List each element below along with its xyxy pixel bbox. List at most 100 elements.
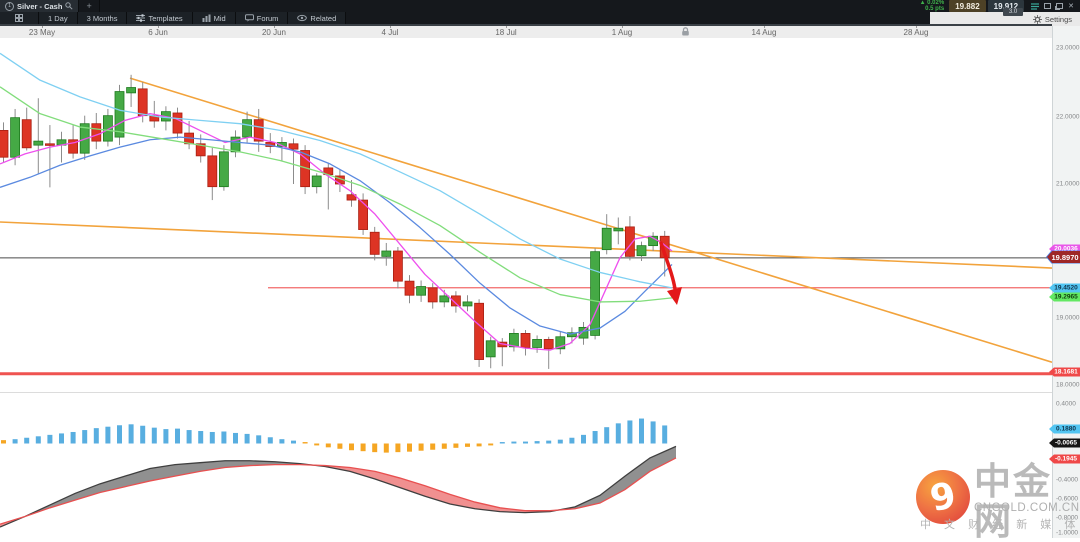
price-tag-181681: 18.1681 <box>1049 367 1080 377</box>
close-icon[interactable]: ✕ <box>1068 2 1074 10</box>
histogram-bar <box>279 439 285 444</box>
gear-icon <box>1033 14 1042 24</box>
price-axis-label: 18.0000 <box>1056 381 1080 389</box>
toolbar-button-forum[interactable]: Forum <box>235 12 289 24</box>
histogram-bar <box>291 440 296 444</box>
change-percent: ▲ 0.02% <box>919 0 945 6</box>
histogram-bar <box>546 440 552 444</box>
histogram-bar <box>569 437 575 444</box>
titlebar-spacer <box>100 0 920 12</box>
descending-trendline-shallow[interactable] <box>0 221 1052 269</box>
toolbar-button-3-months[interactable]: 3 Months <box>77 12 128 24</box>
speech-icon <box>244 14 254 22</box>
price-axis-label: 0.4000 <box>1056 400 1076 408</box>
spread-value: 3.0 <box>1003 8 1023 16</box>
toolbar-button-mid[interactable]: Mid <box>192 12 236 24</box>
histogram-bar <box>186 430 192 444</box>
bid-price-button[interactable]: 19.882 <box>949 0 986 12</box>
instrument-tab-title: Silver - Cash <box>17 1 63 11</box>
sliders-icon <box>136 14 146 22</box>
new-tab-button[interactable]: + <box>79 0 100 12</box>
descending-trendline-steep[interactable] <box>129 77 1052 363</box>
candle-up <box>567 332 577 338</box>
histogram-bar <box>47 434 53 444</box>
histogram-bar <box>360 443 366 452</box>
price-tag-01945: -0.1945 <box>1049 454 1080 464</box>
popout-icon[interactable] <box>1044 3 1052 9</box>
candle-down <box>45 143 55 146</box>
sell-arrow-annotation[interactable] <box>659 241 677 291</box>
histogram-bar <box>650 421 656 444</box>
candle-up <box>601 227 612 251</box>
price-axis-label: -0.4000 <box>1056 476 1079 484</box>
price-tag-194520: 19.4520 <box>1049 283 1080 293</box>
candle-up <box>103 115 113 142</box>
sell-arrow-head <box>667 287 682 305</box>
candle-up <box>462 301 473 307</box>
price-tag-192965: 19.2965 <box>1049 292 1080 302</box>
histogram-bar <box>534 441 540 444</box>
histogram-bar <box>407 443 412 452</box>
candle-down <box>288 143 299 150</box>
tab-number-badge: 1 <box>5 1 14 11</box>
histogram-bar <box>35 436 41 444</box>
histogram-bar <box>465 443 470 447</box>
candle-down <box>68 139 78 154</box>
ma-fast-magenta <box>0 113 673 351</box>
candle-up <box>555 336 566 350</box>
date-tick-mark <box>390 26 391 28</box>
settings-button[interactable]: Settings <box>930 12 1080 26</box>
histogram-bar <box>24 437 30 444</box>
price-axis-panel[interactable] <box>1052 26 1080 538</box>
histogram-bar <box>557 439 563 444</box>
histogram-bar <box>198 431 204 444</box>
price-chart-canvas[interactable] <box>0 38 1052 538</box>
toolbar-button-label: 3 Months <box>86 13 118 23</box>
macd-cloud <box>0 446 676 528</box>
candle-down <box>21 119 32 149</box>
layout-grid-button[interactable] <box>0 12 39 24</box>
histogram-bar <box>140 425 146 444</box>
candle-up <box>276 142 287 147</box>
price-axis-label: 19.0000 <box>1056 314 1080 322</box>
histogram-bar <box>523 441 528 444</box>
date-tick-label: 1 Aug <box>611 28 633 37</box>
toolbar-button-1-day[interactable]: 1 Day <box>39 12 78 24</box>
candle-up <box>508 333 519 348</box>
date-tick-label: 14 Aug <box>751 28 777 37</box>
histogram-bar <box>233 432 238 444</box>
price-axis-label: 23.0000 <box>1056 44 1080 52</box>
histogram-bar <box>430 443 436 450</box>
change-points: 0.5 pts <box>925 6 945 12</box>
candle-down <box>195 143 206 157</box>
toolbar-button-label: Related <box>310 13 337 23</box>
histogram-bar <box>581 434 586 444</box>
candle-down <box>172 112 183 134</box>
anchor-lock-icon[interactable] <box>680 27 692 36</box>
instrument-tab[interactable]: 1 Silver - Cash <box>0 0 80 12</box>
date-tick-label: 4 Jul <box>381 28 399 37</box>
candle-up <box>33 140 44 146</box>
date-tick-label: 18 Jul <box>495 28 517 37</box>
candle-up <box>230 136 241 153</box>
candle-up <box>114 91 125 138</box>
candlestick-series <box>0 74 670 369</box>
histogram-bar <box>488 443 494 446</box>
window-titlebar: 1 Silver - Cash + ▲ 0.02% 0.5 pts 19.882… <box>0 0 1080 12</box>
price-axis-label: -1.0000 <box>1056 529 1079 537</box>
histogram-bar <box>325 443 331 448</box>
toolbar-button-related[interactable]: Related <box>288 12 347 24</box>
toolbar-button-label: 1 Day <box>48 13 68 23</box>
candle-up <box>485 340 496 358</box>
list-icon[interactable] <box>1031 2 1040 10</box>
histogram-bar <box>453 443 459 448</box>
price-axis-label: -0.6000 <box>1056 495 1079 503</box>
restore-icon[interactable] <box>1056 3 1064 9</box>
search-icon[interactable] <box>65 2 73 10</box>
histogram-bar <box>372 443 378 453</box>
candle-down <box>369 231 380 255</box>
histogram-bar <box>476 443 482 447</box>
toolbar-button-templates[interactable]: Templates <box>127 12 193 24</box>
date-axis[interactable]: 23 May 6 Jun 20 Jun 4 Jul 18 Jul 1 Aug 14 Aug 2… <box>0 26 1052 38</box>
